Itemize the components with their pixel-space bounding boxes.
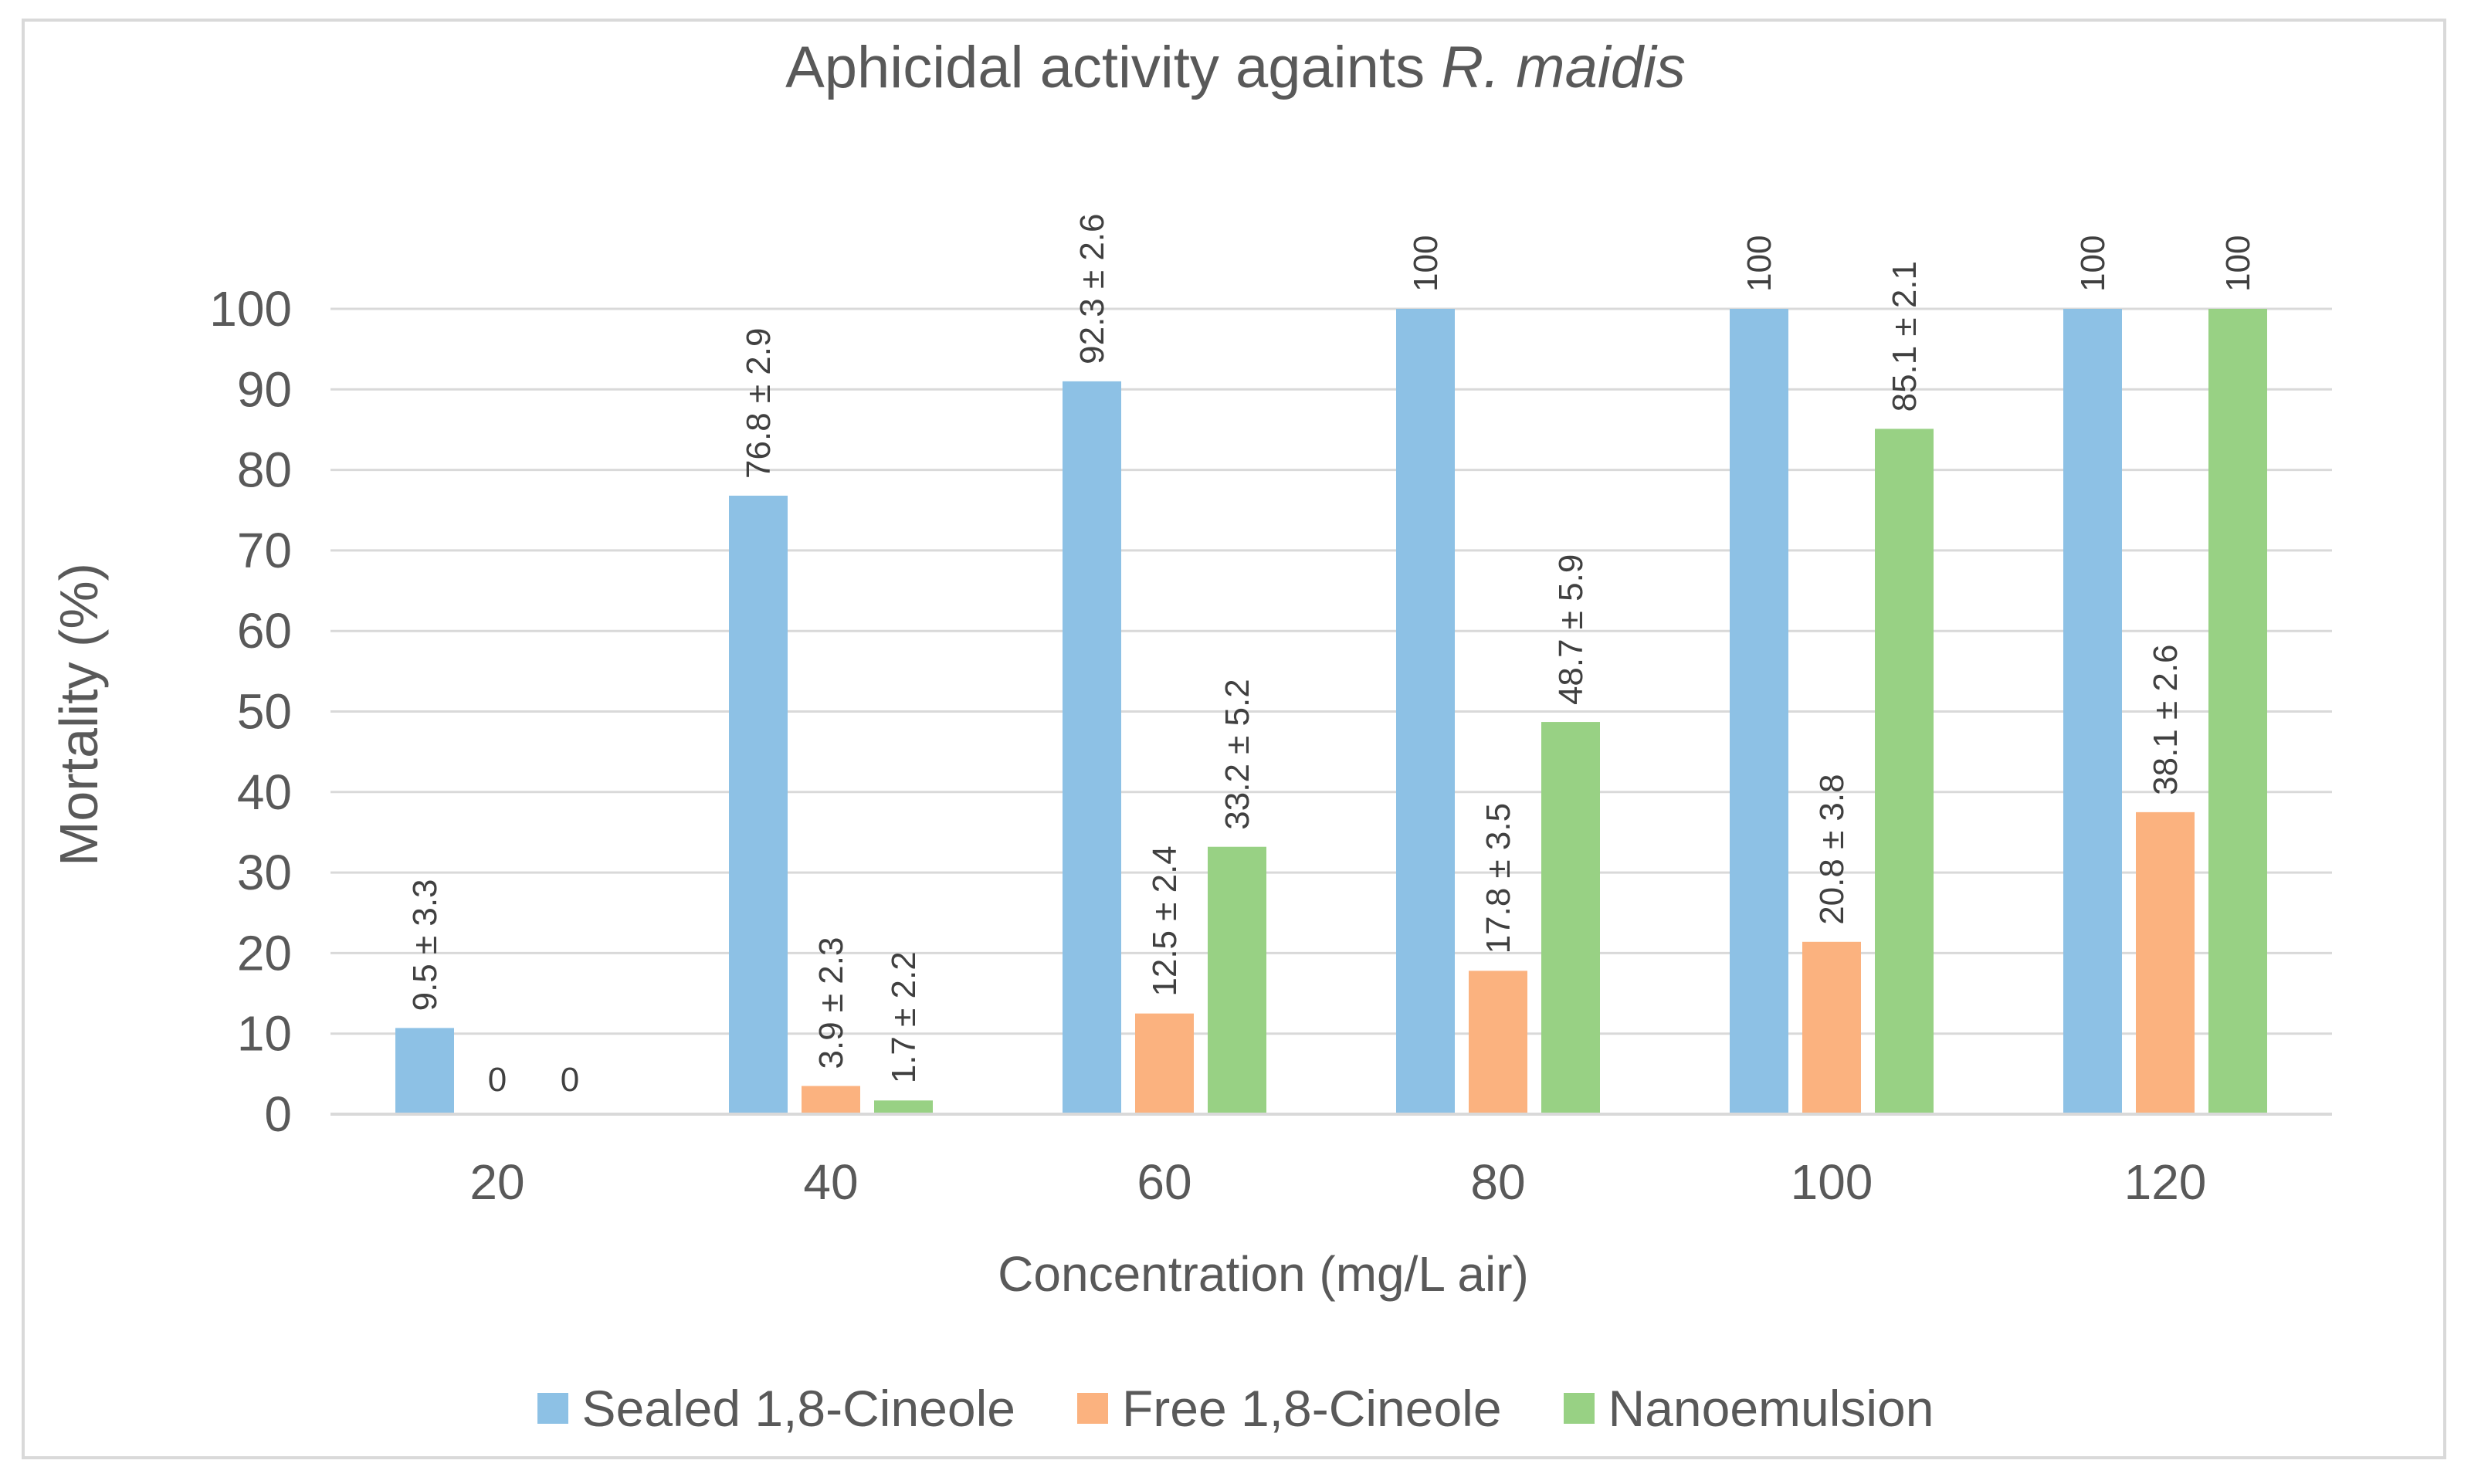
data-label: 100 xyxy=(2219,235,2257,292)
x-tick-label: 60 xyxy=(1137,1154,1191,1210)
bar-sealed-1-8-cineole xyxy=(2063,309,2122,1114)
data-label: 76.8 ± 2.9 xyxy=(740,328,778,479)
bar-free-1-8-cineole xyxy=(1135,1013,1194,1114)
y-tick-label: 0 xyxy=(264,1086,292,1142)
x-tick-label: 20 xyxy=(469,1154,524,1210)
x-tick-label: 100 xyxy=(1791,1154,1873,1210)
y-tick-label: 50 xyxy=(237,684,292,740)
data-label: 0 xyxy=(488,1061,507,1099)
data-label: 12.5 ± 2.4 xyxy=(1146,845,1184,996)
legend-item-free: Free 1,8-Cineole xyxy=(1076,1379,1502,1438)
y-tick-label: 20 xyxy=(237,925,292,981)
bar-sealed-1-8-cineole xyxy=(1063,381,1121,1114)
legend-label-sealed: Sealed 1,8-Cineole xyxy=(581,1380,1015,1437)
bar-sealed-1-8-cineole xyxy=(1730,309,1788,1114)
legend-item-sealed: Sealed 1,8-Cineole xyxy=(537,1379,1015,1438)
bar-free-1-8-cineole xyxy=(1802,941,1861,1114)
data-label: 100 xyxy=(1407,235,1445,292)
data-label: 3.9 ± 2.3 xyxy=(812,937,850,1069)
chart-title-species: R. maidis xyxy=(1441,35,1686,100)
data-label: 100 xyxy=(1741,235,1778,292)
data-label: 85.1 ± 2.1 xyxy=(1886,261,1924,412)
bar-nanoemulsion xyxy=(1208,846,1266,1114)
legend-item-nanoemulsion: Nanoemulsion xyxy=(1563,1379,1934,1438)
legend-label-free: Free 1,8-Cineole xyxy=(1121,1380,1502,1437)
data-label: 9.5 ± 3.3 xyxy=(406,879,444,1011)
y-tick-label: 70 xyxy=(237,523,292,578)
bar-sealed-1-8-cineole xyxy=(1396,309,1455,1114)
y-tick-label: 100 xyxy=(209,281,292,337)
y-tick-label: 90 xyxy=(237,361,292,417)
data-label: 38.1 ± 2.6 xyxy=(2147,644,2185,795)
legend: Sealed 1,8-Cineole Free 1,8-Cineole Nano… xyxy=(0,1379,2471,1438)
data-label: 1.7 ± 2.2 xyxy=(885,951,923,1083)
x-tick-label: 80 xyxy=(1470,1154,1525,1210)
legend-swatch-nanoemulsion xyxy=(1563,1393,1595,1424)
chart-title: Aphicidal activity againts R. maidis xyxy=(0,34,2471,101)
bar-free-1-8-cineole xyxy=(1469,971,1527,1114)
y-tick-label: 40 xyxy=(237,764,292,820)
data-label: 92.3 ± 2.6 xyxy=(1073,213,1111,364)
data-label: 100 xyxy=(2074,235,2112,292)
data-label: 0 xyxy=(561,1061,579,1099)
bar-nanoemulsion xyxy=(1541,722,1600,1114)
bar-sealed-1-8-cineole xyxy=(395,1028,454,1114)
y-tick-label: 60 xyxy=(237,603,292,659)
y-tick-label: 80 xyxy=(237,442,292,498)
x-axis-title: Concentration (mg/L air) xyxy=(998,1246,1529,1302)
y-tick-label: 30 xyxy=(237,845,292,900)
data-label: 17.8 ± 3.5 xyxy=(1480,803,1517,954)
y-tick-label: 10 xyxy=(237,1006,292,1062)
bar-free-1-8-cineole xyxy=(802,1086,860,1114)
x-tick-label: 120 xyxy=(2124,1154,2207,1210)
data-label: 20.8 ± 3.8 xyxy=(1813,774,1851,924)
bar-sealed-1-8-cineole xyxy=(729,495,788,1114)
chart-title-text: Aphicidal activity againts xyxy=(785,35,1442,100)
y-axis-title: Mortality (%) xyxy=(49,563,109,866)
x-tick-label: 40 xyxy=(803,1154,858,1210)
legend-label-nanoemulsion: Nanoemulsion xyxy=(1608,1380,1934,1437)
bar-nanoemulsion xyxy=(1875,429,1934,1114)
bar-nanoemulsion xyxy=(874,1100,933,1114)
bar-free-1-8-cineole xyxy=(2136,811,2195,1114)
legend-swatch-free xyxy=(1076,1393,1108,1424)
chart-frame xyxy=(22,19,2446,1459)
data-label: 48.7 ± 5.9 xyxy=(1552,554,1590,705)
legend-swatch-sealed xyxy=(537,1393,568,1424)
bar-nanoemulsion xyxy=(2208,309,2267,1114)
data-label: 33.2 ± 5.2 xyxy=(1219,679,1256,829)
